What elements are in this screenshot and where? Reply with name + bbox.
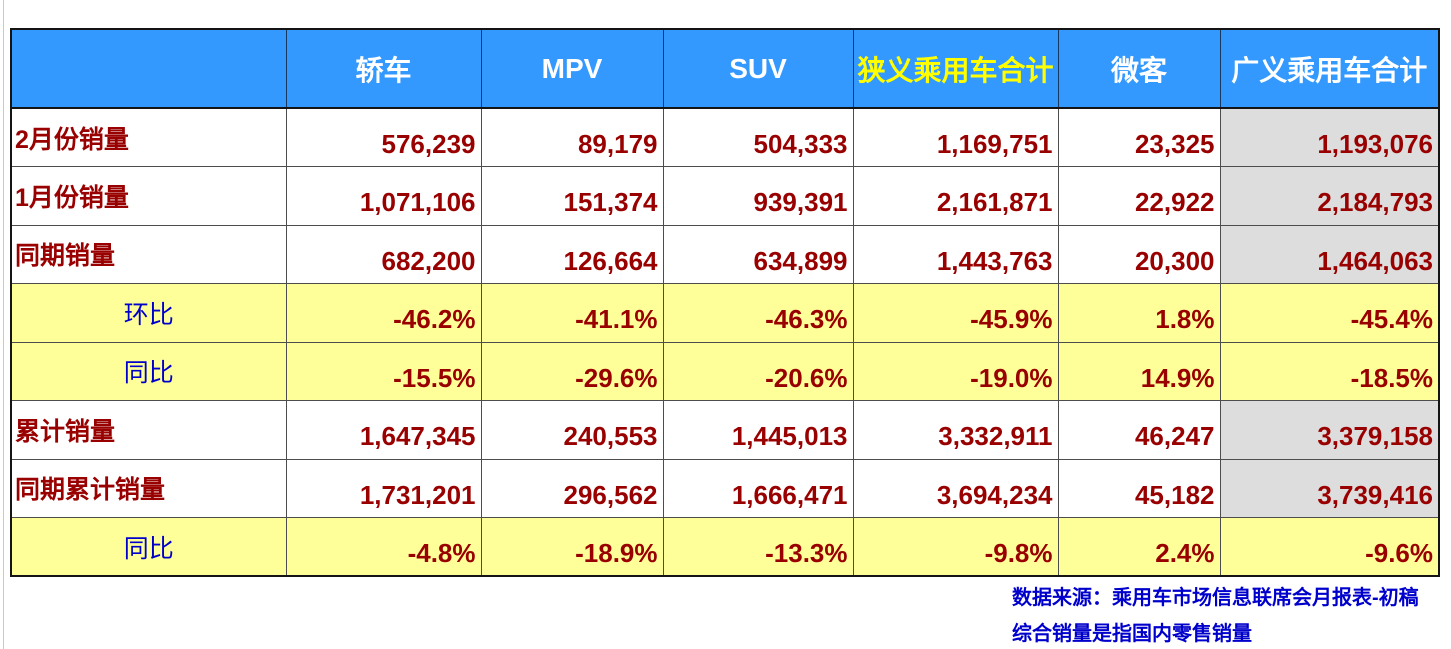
table-row-feb-sales: 2月份销量 576,239 89,179 504,333 1,169,751 2…	[10, 107, 1440, 167]
value-cell: 3,694,234	[852, 458, 1059, 518]
value-cell: 939,391	[662, 166, 854, 226]
value-cell: 240,553	[480, 400, 664, 460]
table-row-cumulative-yoy-change: 同比 -4.8% -18.9% -13.3% -9.8% 2.4% -9.6%	[10, 517, 1440, 577]
value-cell: 1,731,201	[285, 458, 482, 518]
row-label: 2月份销量	[10, 107, 287, 167]
col-header-mpv: MPV	[480, 28, 664, 109]
row-label: 累计销量	[10, 400, 287, 460]
value-cell: 634,899	[662, 224, 854, 284]
value-cell-total: 2,184,793	[1219, 166, 1440, 226]
value-cell-total: -9.6%	[1219, 517, 1440, 577]
value-cell: 576,239	[285, 107, 482, 167]
value-cell: -29.6%	[480, 341, 664, 401]
row-label: 同期累计销量	[10, 458, 287, 518]
value-cell: 89,179	[480, 107, 664, 167]
value-cell-total: -18.5%	[1219, 341, 1440, 401]
table-row-prior-cumulative-sales: 同期累计销量 1,731,201 296,562 1,666,471 3,694…	[10, 458, 1440, 518]
value-cell: 1,666,471	[662, 458, 854, 518]
value-cell-total: 3,739,416	[1219, 458, 1440, 518]
value-cell: -4.8%	[285, 517, 482, 577]
value-cell-total: 1,464,063	[1219, 224, 1440, 284]
value-cell-total: 3,379,158	[1219, 400, 1440, 460]
col-header-suv: SUV	[662, 28, 854, 109]
value-cell: -20.6%	[662, 341, 854, 401]
value-cell: 1,445,013	[662, 400, 854, 460]
value-cell: 22,922	[1057, 166, 1221, 226]
value-cell: 3,332,911	[852, 400, 1059, 460]
row-label: 同比	[10, 341, 287, 401]
value-cell: 504,333	[662, 107, 854, 167]
col-header-microvan: 微客	[1057, 28, 1221, 109]
row-label: 同期销量	[10, 224, 287, 284]
value-cell: 126,664	[480, 224, 664, 284]
value-cell: 2,161,871	[852, 166, 1059, 226]
row-label: 1月份销量	[10, 166, 287, 226]
corner-cell	[10, 28, 287, 109]
footnote: 数据来源：乘用车市场信息联席会月报表-初稿 综合销量是指国内零售销量	[1012, 580, 1419, 649]
value-cell: 2.4%	[1057, 517, 1221, 577]
value-cell: 1,071,106	[285, 166, 482, 226]
value-cell-total: -45.4%	[1219, 283, 1440, 343]
row-label: 同比	[10, 517, 287, 577]
value-cell: 46,247	[1057, 400, 1221, 460]
value-cell-total: 1,193,076	[1219, 107, 1440, 167]
value-cell: -9.8%	[852, 517, 1059, 577]
vehicle-sales-table: 轿车 MPV SUV 狭义乘用车合计 微客 广义乘用车合计 2月份销量 576,…	[10, 28, 1440, 577]
row-label: 环比	[10, 283, 287, 343]
table-row-yoy-change: 同比 -15.5% -29.6% -20.6% -19.0% 14.9% -18…	[10, 341, 1440, 401]
header-row: 轿车 MPV SUV 狭义乘用车合计 微客 广义乘用车合计	[10, 28, 1440, 109]
value-cell: -18.9%	[480, 517, 664, 577]
value-cell: 23,325	[1057, 107, 1221, 167]
table-row-jan-sales: 1月份销量 1,071,106 151,374 939,391 2,161,87…	[10, 166, 1440, 226]
table-row-cumulative-sales: 累计销量 1,647,345 240,553 1,445,013 3,332,9…	[10, 400, 1440, 460]
value-cell: -13.3%	[662, 517, 854, 577]
footnote-source-line: 数据来源：乘用车市场信息联席会月报表-初稿	[1012, 587, 1419, 609]
col-header-sedan: 轿车	[285, 28, 482, 109]
value-cell: 296,562	[480, 458, 664, 518]
value-cell: -45.9%	[852, 283, 1059, 343]
value-cell: -19.0%	[852, 341, 1059, 401]
left-gridline	[3, 0, 4, 649]
table-row-mom-change: 环比 -46.2% -41.1% -46.3% -45.9% 1.8% -45.…	[10, 283, 1440, 343]
value-cell: 1,443,763	[852, 224, 1059, 284]
footnote-definition-line: 综合销量是指国内零售销量	[1012, 623, 1252, 645]
value-cell: -41.1%	[480, 283, 664, 343]
value-cell: 151,374	[480, 166, 664, 226]
value-cell: 1,169,751	[852, 107, 1059, 167]
value-cell: -15.5%	[285, 341, 482, 401]
value-cell: 1,647,345	[285, 400, 482, 460]
col-header-narrow-pv-total: 狭义乘用车合计	[852, 28, 1059, 109]
value-cell: 1.8%	[1057, 283, 1221, 343]
value-cell: 20,300	[1057, 224, 1221, 284]
value-cell: -46.3%	[662, 283, 854, 343]
value-cell: 14.9%	[1057, 341, 1221, 401]
value-cell: -46.2%	[285, 283, 482, 343]
value-cell: 682,200	[285, 224, 482, 284]
col-header-broad-pv-total: 广义乘用车合计	[1219, 28, 1440, 109]
table-row-prior-year-sales: 同期销量 682,200 126,664 634,899 1,443,763 2…	[10, 224, 1440, 284]
value-cell: 45,182	[1057, 458, 1221, 518]
